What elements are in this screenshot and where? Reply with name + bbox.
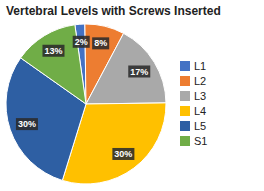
data-label-box [16,118,38,130]
data-label-group: 2% [73,36,90,48]
legend-label: L2 [194,75,206,87]
legend-label: S1 [194,135,207,147]
legend-label: L5 [194,120,206,132]
legend: L1 L2 L3 L4 L5 S1 [180,60,207,147]
legend-label: L1 [194,60,206,72]
legend-item: S1 [180,135,207,147]
legend-swatch [180,61,190,71]
data-label-group: 8% [92,37,109,49]
chart: Vertebral Levels with Screws Inserted 2% 8… [0,0,264,191]
data-label-group: 17% [128,65,150,77]
legend-label: L3 [194,90,206,102]
pie-slice [86,33,166,104]
data-label-box [112,148,134,160]
legend-item: L4 [180,105,206,117]
title: Vertebral Levels with Screws Inserted [6,4,221,18]
data-label-box [42,45,64,57]
legend-item: L2 [180,75,206,87]
data-label-box [92,37,109,49]
data-label: 30% [114,149,132,159]
data-label-group: 13% [42,45,64,57]
legend-swatch [180,106,190,116]
data-label: 13% [44,46,62,56]
data-label-box [73,36,90,48]
pie [6,24,166,184]
legend-item: L5 [180,120,206,132]
data-label: 30% [18,119,36,129]
legend-item: L1 [180,60,206,72]
data-labels: 2% 8% 17% 30% 30% 13% [16,36,150,160]
data-label: 8% [94,38,107,48]
legend-swatch [180,136,190,146]
legend-swatch [180,76,190,86]
legend-label: L4 [194,105,206,117]
data-label: 2% [75,37,88,47]
legend-swatch [180,121,190,131]
data-label-box [128,65,150,77]
legend-item: L3 [180,90,206,102]
data-label-group: 30% [16,118,38,130]
legend-swatch [180,91,190,101]
data-label-group: 30% [112,148,134,160]
data-label: 17% [130,66,148,76]
